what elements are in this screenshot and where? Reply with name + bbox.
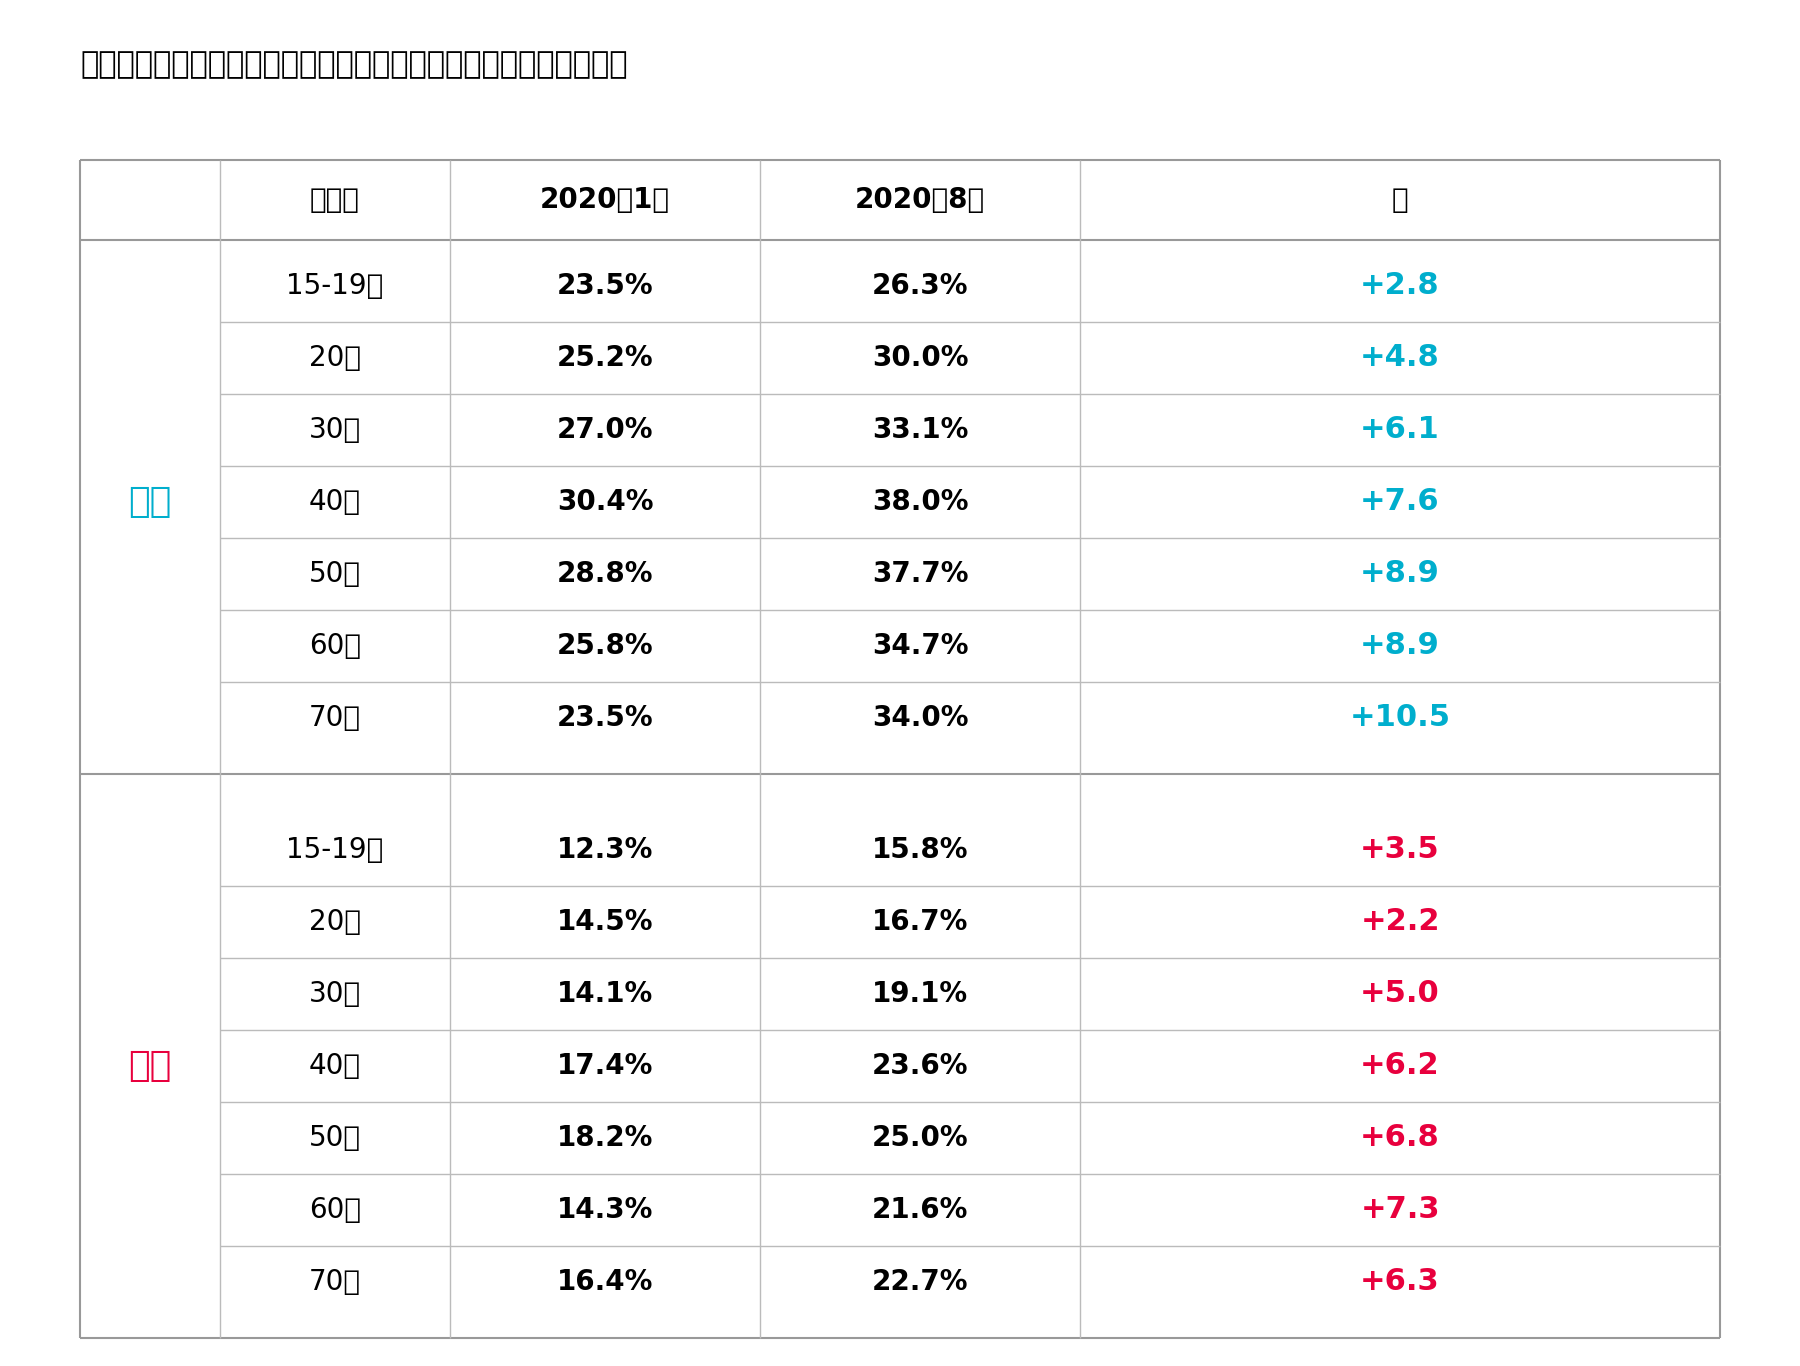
Text: 25.0%: 25.0% <box>871 1124 968 1152</box>
Text: 30.0%: 30.0% <box>871 344 968 372</box>
Text: 60代: 60代 <box>310 1197 362 1224</box>
Text: 17.4%: 17.4% <box>556 1052 653 1081</box>
Text: 2020年1月: 2020年1月 <box>540 186 670 214</box>
Text: 25.8%: 25.8% <box>556 632 653 660</box>
Text: +5.0: +5.0 <box>1361 979 1440 1008</box>
Text: +7.3: +7.3 <box>1361 1195 1440 1224</box>
Text: 20代: 20代 <box>310 344 362 372</box>
Text: 28.8%: 28.8% <box>556 560 653 587</box>
Text: 15-19歳: 15-19歳 <box>286 272 383 301</box>
Text: 12.3%: 12.3% <box>556 836 653 865</box>
Text: +4.8: +4.8 <box>1361 343 1440 373</box>
Text: 20代: 20代 <box>310 908 362 936</box>
Text: +10.5: +10.5 <box>1350 703 1451 732</box>
Text: 男性: 男性 <box>128 485 171 519</box>
Text: 34.7%: 34.7% <box>871 632 968 660</box>
Text: 34.0%: 34.0% <box>871 703 968 732</box>
Text: +8.9: +8.9 <box>1361 631 1440 661</box>
Text: 15-19歳: 15-19歳 <box>286 836 383 865</box>
Text: 19.1%: 19.1% <box>871 979 968 1008</box>
Text: 2020年8月: 2020年8月 <box>855 186 985 214</box>
Text: 50代: 50代 <box>310 1124 362 1152</box>
Text: 70代: 70代 <box>310 703 362 732</box>
Text: 25.2%: 25.2% <box>556 344 653 372</box>
Text: 37.7%: 37.7% <box>871 560 968 587</box>
Text: +6.2: +6.2 <box>1361 1052 1440 1081</box>
Text: 15.8%: 15.8% <box>871 836 968 865</box>
Text: 14.3%: 14.3% <box>556 1197 653 1224</box>
Text: コロナ流行前・中の対面交流・非対面交流が週１回未満の方の割合: コロナ流行前・中の対面交流・非対面交流が週１回未満の方の割合 <box>79 51 628 79</box>
Text: 23.5%: 23.5% <box>556 272 653 301</box>
Text: 年齢層: 年齢層 <box>310 186 360 214</box>
Text: 23.6%: 23.6% <box>871 1052 968 1081</box>
Text: 16.4%: 16.4% <box>556 1268 653 1296</box>
Text: 26.3%: 26.3% <box>871 272 968 301</box>
Text: 21.6%: 21.6% <box>871 1197 968 1224</box>
Text: 女性: 女性 <box>128 1049 171 1083</box>
Text: 18.2%: 18.2% <box>556 1124 653 1152</box>
Text: +6.1: +6.1 <box>1361 415 1440 444</box>
Text: 27.0%: 27.0% <box>556 417 653 444</box>
Text: 14.5%: 14.5% <box>556 908 653 936</box>
Text: 33.1%: 33.1% <box>871 417 968 444</box>
Text: 30代: 30代 <box>310 417 362 444</box>
Text: 16.7%: 16.7% <box>871 908 968 936</box>
Text: +2.8: +2.8 <box>1361 272 1440 301</box>
Text: 23.5%: 23.5% <box>556 703 653 732</box>
Text: 70代: 70代 <box>310 1268 362 1296</box>
Text: +6.3: +6.3 <box>1361 1268 1440 1296</box>
Text: 14.1%: 14.1% <box>556 979 653 1008</box>
Text: +6.8: +6.8 <box>1361 1123 1440 1153</box>
Text: 30.4%: 30.4% <box>556 488 653 516</box>
Text: 差: 差 <box>1391 186 1408 214</box>
Text: 40代: 40代 <box>310 488 362 516</box>
Text: 60代: 60代 <box>310 632 362 660</box>
Text: +3.5: +3.5 <box>1361 836 1440 865</box>
Text: +7.6: +7.6 <box>1361 488 1440 516</box>
Text: 40代: 40代 <box>310 1052 362 1081</box>
Text: 30代: 30代 <box>310 979 362 1008</box>
Text: 38.0%: 38.0% <box>871 488 968 516</box>
Text: +2.2: +2.2 <box>1361 907 1440 937</box>
Text: 22.7%: 22.7% <box>871 1268 968 1296</box>
Text: +8.9: +8.9 <box>1361 560 1440 589</box>
Text: 50代: 50代 <box>310 560 362 587</box>
